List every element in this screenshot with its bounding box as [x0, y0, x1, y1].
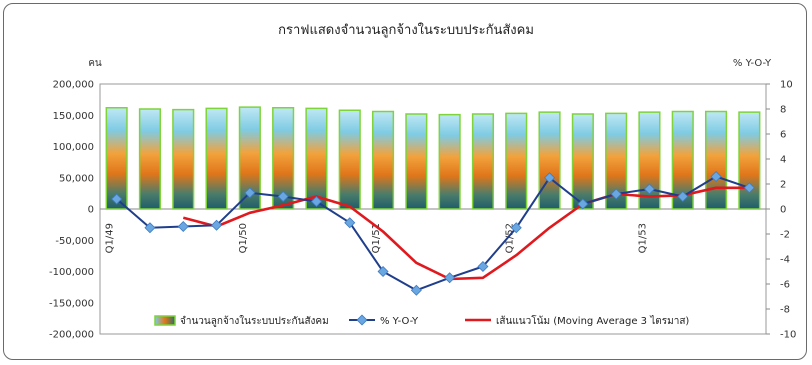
bar — [738, 111, 761, 210]
y-left-tick-label: 200,000 — [53, 80, 94, 91]
yoy-point — [410, 284, 422, 296]
bar — [238, 106, 261, 210]
y-left-tick-label: 50,000 — [59, 173, 94, 184]
yoy-point — [743, 182, 755, 194]
line-series — [111, 170, 755, 296]
yoy-point — [444, 272, 456, 284]
y-right-tick-label: 6 — [780, 130, 786, 141]
bar — [605, 112, 628, 210]
y-right-tick-label: -10 — [780, 330, 796, 341]
bar — [538, 111, 561, 210]
y-left-tick-label: -150,000 — [49, 298, 94, 309]
yoy-point — [244, 187, 256, 199]
y-right-tick-label: 8 — [780, 105, 786, 116]
bar — [172, 108, 195, 210]
yoy-point — [477, 260, 489, 273]
bar — [571, 113, 594, 210]
ma-line — [182, 186, 750, 281]
bar — [671, 110, 694, 210]
legend-label-bar: จำนวนลูกจ้างในระบบประกันสังคม — [180, 315, 329, 327]
legend-swatch-bar — [154, 315, 176, 326]
legend-label-ma: เส้นแนวโน้ม (Moving Average 3 ไตรมาส) — [496, 314, 689, 327]
bar — [438, 113, 461, 210]
x-tick-label: Q1/53 — [637, 223, 648, 253]
y-right-tick-label: -4 — [780, 255, 790, 266]
bar — [471, 113, 495, 210]
y-right-ticks: 10 8 6 4 2 0 -2 -4 -6 -8 -10 — [766, 80, 796, 341]
y-left-tick-label: -200,000 — [49, 330, 94, 341]
yoy-point — [510, 222, 522, 234]
legend-label-yoy: % Y-O-Y — [380, 316, 419, 327]
bar — [704, 110, 728, 210]
yoy-point — [377, 265, 389, 278]
yoy-point — [177, 220, 189, 233]
y-right-tick-label: -6 — [780, 280, 790, 291]
chart-title: กราฟแสดงจำนวนลูกจ้างในระบบประกันสังคม — [278, 22, 534, 38]
y-right-tick-label: 4 — [780, 155, 786, 166]
yoy-point — [310, 195, 322, 208]
yoy-point — [677, 190, 689, 203]
yoy-point — [111, 193, 123, 205]
yoy-line — [116, 175, 750, 292]
yoy-point — [643, 183, 655, 195]
bar — [205, 107, 228, 210]
bar — [305, 107, 328, 210]
y-right-axis-label: % Y-O-Y — [733, 58, 772, 69]
y-right-tick-label: 0 — [780, 205, 786, 216]
y-left-tick-label: -50,000 — [55, 236, 94, 247]
y-left-tick-label: 0 — [88, 205, 94, 216]
y-left-ticks: 200,000 150,000 100,000 50,000 0 -50,000 -100,… — [49, 80, 94, 341]
y-right-tick-label: -8 — [780, 305, 790, 316]
x-tick-label: Q1/52 — [504, 223, 515, 253]
legend-marker-yoy — [356, 314, 368, 326]
yoy-point — [710, 170, 722, 183]
y-left-axis-label: คน — [88, 58, 102, 69]
y-right-tick-label: -2 — [780, 230, 790, 241]
y-right-tick-label: 2 — [780, 180, 786, 191]
yoy-point — [544, 172, 556, 184]
bar — [338, 109, 361, 210]
bar — [405, 113, 428, 210]
yoy-point — [344, 217, 356, 229]
x-tick-labels: Q1/49 Q1/50 Q1/51 Q1/52 Q1/53 — [105, 223, 649, 253]
yoy-point — [211, 219, 223, 231]
y-left-tick-label: -100,000 — [49, 267, 94, 278]
bar — [371, 110, 395, 210]
bar-series — [105, 106, 761, 210]
y-right-tick-label: 10 — [780, 80, 793, 91]
x-tick-label: Q1/51 — [371, 223, 382, 253]
yoy-point — [610, 188, 622, 200]
yoy-point — [577, 198, 589, 210]
yoy-point — [144, 222, 156, 234]
bar — [138, 108, 162, 210]
bar — [505, 112, 528, 210]
x-tick-label: Q1/49 — [105, 223, 116, 253]
bar — [105, 107, 128, 210]
yoy-point — [277, 190, 289, 203]
legend: จำนวนลูกจ้างในระบบประกันสังคม % Y-O-Y เส… — [154, 314, 689, 327]
x-tick-label: Q1/50 — [238, 223, 249, 253]
y-left-tick-label: 150,000 — [53, 111, 94, 122]
y-left-tick-label: 100,000 — [53, 142, 94, 153]
bar — [272, 107, 295, 210]
bar — [638, 111, 661, 210]
